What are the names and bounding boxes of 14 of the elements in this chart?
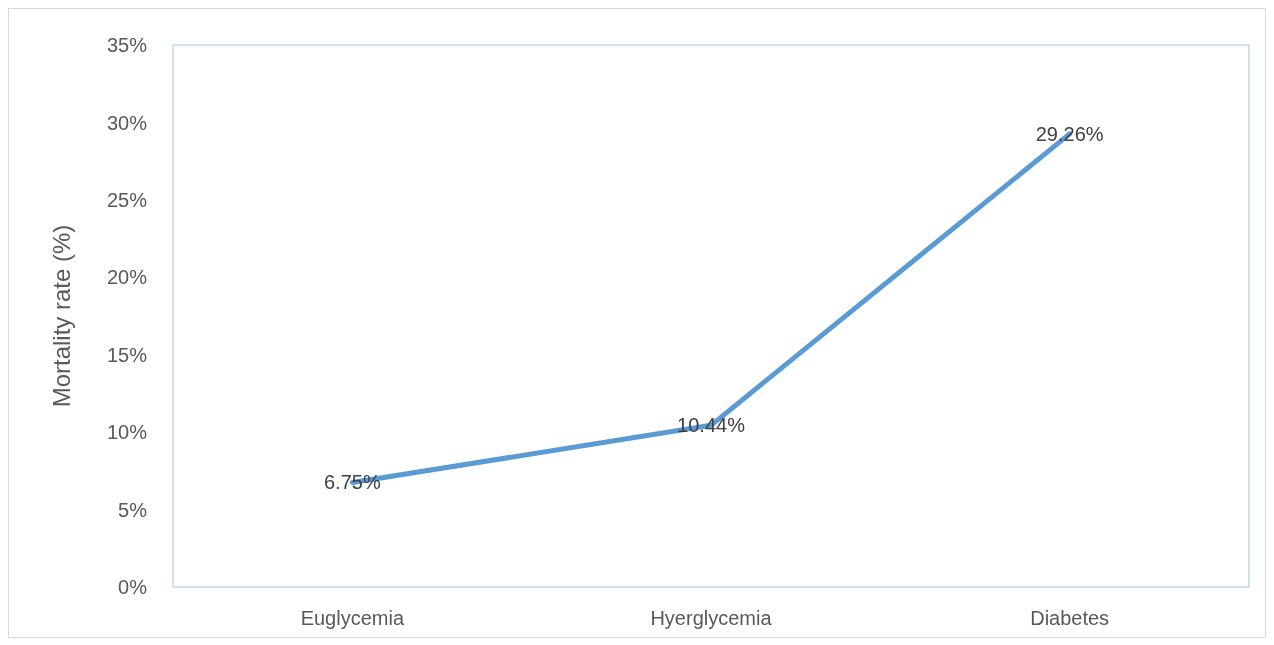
x-tick-label: Diabetes — [1030, 607, 1110, 630]
x-tick-label: Hyerglycemia — [650, 607, 773, 630]
y-tick-label: 25% — [106, 188, 148, 211]
data-label: 6.75% — [323, 471, 381, 494]
y-tick-label: 15% — [106, 343, 148, 366]
y-tick-label: 5% — [118, 498, 148, 521]
y-tick-label: 20% — [106, 266, 148, 289]
y-tick-label: 30% — [106, 111, 148, 134]
x-tick-label: Euglycemia — [300, 607, 405, 630]
y-axis-title: Mortality rate (%) — [47, 224, 75, 408]
data-label: 29.26% — [1035, 122, 1104, 145]
y-tick-label: 10% — [106, 421, 148, 444]
y-tick-label: 0% — [118, 576, 148, 599]
y-tick-label: 35% — [106, 34, 148, 57]
